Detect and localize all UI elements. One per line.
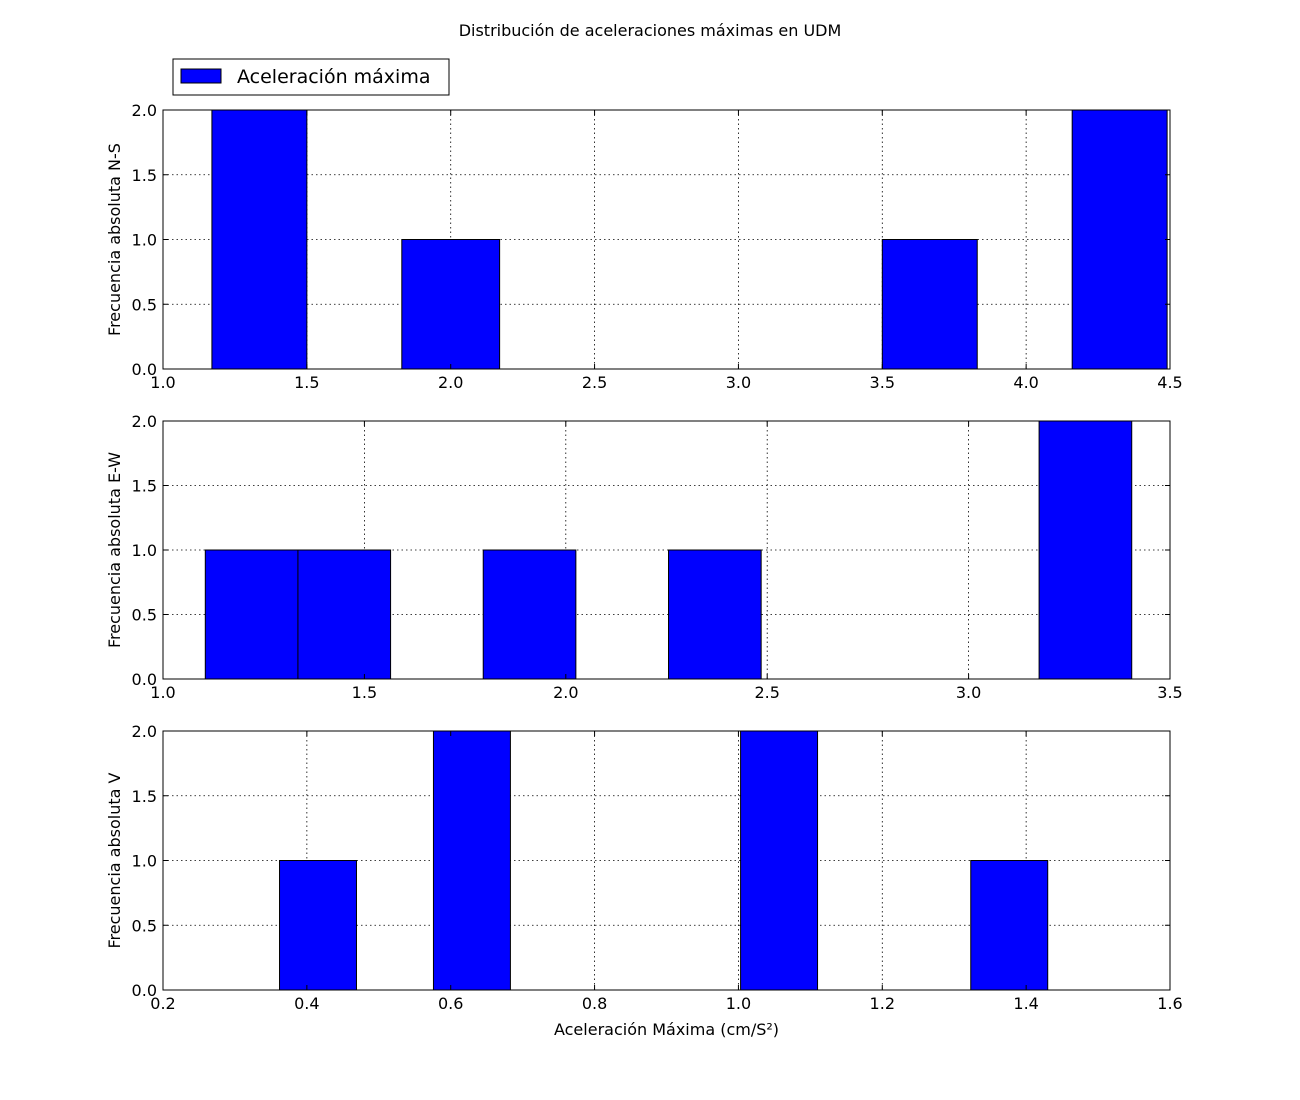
legend: Aceleración máxima (172, 58, 450, 96)
x-tick-label: 1.2 (870, 994, 895, 1013)
y-tick-label: 0.0 (132, 981, 157, 1000)
x-tick-label: 3.5 (870, 373, 895, 392)
x-tick-label: 2.5 (582, 373, 607, 392)
histogram-bar (740, 730, 819, 991)
y-tick-label: 1.5 (132, 477, 157, 496)
figure-title: Distribución de aceleraciones máximas en… (459, 21, 842, 40)
x-axis-label: Aceleración Máxima (cm/S²) (554, 1020, 779, 1039)
x-tick-label: 1.0 (150, 373, 175, 392)
x-tick-label: 0.4 (294, 994, 319, 1013)
x-tick-label: 2.0 (553, 683, 578, 702)
legend-label: Aceleración máxima (237, 66, 430, 88)
x-tick-label: 1.4 (1013, 994, 1038, 1013)
histogram-bar (211, 109, 308, 370)
y-axis-label: Frecuencia absoluta E-W (105, 452, 124, 648)
y-tick-label: 1.0 (132, 852, 157, 871)
y-axis-label: Frecuencia absoluta V (105, 772, 124, 948)
x-tick-label: 3.0 (726, 373, 751, 392)
y-tick-label: 2.0 (132, 722, 157, 741)
x-tick-label: 1.0 (150, 683, 175, 702)
histogram-bar (1071, 109, 1168, 370)
y-tick-label: 2.0 (132, 101, 157, 120)
histogram-bar (279, 860, 357, 991)
subplot-3: 0.2 0.4 0.6 0.8 1.0 1.2 1.4 1.6 0.0 0.5 1.0 1.5 2.0 F… (105, 722, 1183, 1039)
x-tick-label: 3.5 (1157, 683, 1182, 702)
x-tick-label: 4.0 (1013, 373, 1038, 392)
x-tick-label: 3.0 (956, 683, 981, 702)
legend-swatch (180, 68, 222, 84)
y-tick-label: 0.0 (132, 360, 157, 379)
x-tick-label: 0.2 (150, 994, 175, 1013)
y-tick-label: 0.5 (132, 916, 157, 935)
y-tick-label: 0.5 (132, 606, 157, 625)
histogram-bar (482, 549, 577, 680)
histogram-bar (432, 730, 511, 991)
x-tick-label: 0.6 (438, 994, 463, 1013)
histogram-bar (204, 549, 299, 680)
y-tick-label: 0.0 (132, 670, 157, 689)
y-tick-label: 0.5 (132, 295, 157, 314)
y-tick-label: 2.0 (132, 412, 157, 431)
histogram-bar (881, 239, 978, 370)
y-tick-label: 1.5 (132, 787, 157, 806)
x-tick-label: 1.5 (294, 373, 319, 392)
histogram-bar (970, 860, 1049, 991)
y-tick-label: 1.0 (132, 541, 157, 560)
histogram-bar (297, 549, 392, 680)
y-tick-label: 1.5 (132, 166, 157, 185)
y-tick-label: 1.0 (132, 231, 157, 250)
x-tick-label: 1.0 (726, 994, 751, 1013)
subplot-1: 1.0 1.5 2.0 2.5 3.0 3.5 4.0 4.5 0.0 0.5 1.0 1.5 2.0 F… (105, 101, 1183, 392)
histogram-bar (401, 239, 501, 370)
subplots: 1.0 1.5 2.0 2.5 3.0 3.5 4.0 4.5 0.0 0.5 1.0 1.5 2.0 F… (105, 101, 1183, 1039)
y-axis-label: Frecuencia absoluta N-S (105, 143, 124, 336)
x-tick-label: 0.8 (582, 994, 607, 1013)
x-tick-label: 4.5 (1157, 373, 1182, 392)
x-tick-label: 1.6 (1157, 994, 1182, 1013)
histogram-bar (668, 549, 762, 680)
histogram-bar (1038, 420, 1133, 680)
x-tick-label: 2.0 (438, 373, 463, 392)
x-tick-label: 1.5 (352, 683, 377, 702)
x-tick-label: 2.5 (754, 683, 779, 702)
subplot-2: 1.0 1.5 2.0 2.5 3.0 3.5 0.0 0.5 1.0 1.5 2.0 Frecuen… (105, 412, 1183, 702)
